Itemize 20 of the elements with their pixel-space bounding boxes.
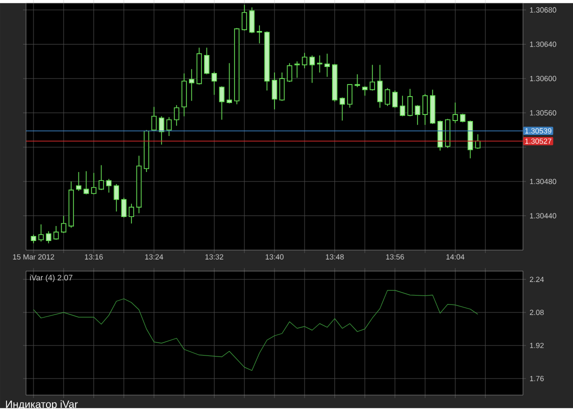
candlestick	[174, 104, 180, 126]
candlestick	[30, 234, 36, 244]
candlestick	[38, 224, 44, 242]
line-series	[33, 290, 478, 371]
candlestick	[377, 64, 383, 108]
candlestick	[181, 73, 187, 117]
candlestick	[272, 72, 278, 110]
candlestick	[294, 61, 300, 78]
candlestick	[302, 52, 308, 69]
candlestick	[46, 230, 52, 244]
candlestick	[256, 24, 262, 44]
text: Индикатор iVar	[6, 400, 78, 410]
candlestick	[166, 116, 172, 136]
candlestick	[324, 53, 330, 78]
candlestick	[384, 88, 390, 106]
candlestick	[188, 68, 194, 102]
candlestick	[422, 94, 428, 126]
candlestick	[128, 203, 134, 224]
candlestick	[114, 184, 120, 212]
candlestick	[136, 155, 142, 214]
